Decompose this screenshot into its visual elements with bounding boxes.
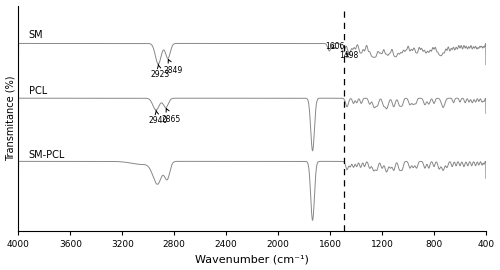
X-axis label: Wavenumber (cm⁻¹): Wavenumber (cm⁻¹) <box>195 254 309 264</box>
Text: 1606: 1606 <box>326 42 345 51</box>
Text: PCL: PCL <box>28 86 47 96</box>
Text: SM-PCL: SM-PCL <box>28 150 65 160</box>
Text: SM: SM <box>28 30 44 40</box>
Text: 2940: 2940 <box>148 110 168 125</box>
Text: 2923: 2923 <box>150 64 170 79</box>
Y-axis label: Transmitance (%): Transmitance (%) <box>6 75 16 161</box>
Text: 1498: 1498 <box>340 51 359 60</box>
Text: 2865: 2865 <box>162 109 181 124</box>
Text: 2849: 2849 <box>164 59 183 75</box>
